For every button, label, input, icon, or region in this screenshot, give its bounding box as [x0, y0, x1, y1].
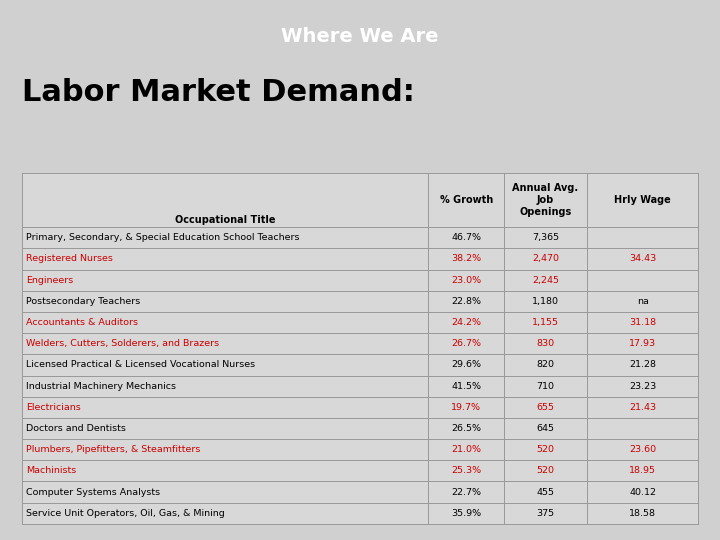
Text: 18.58: 18.58	[629, 509, 656, 518]
Text: 1,180: 1,180	[532, 297, 559, 306]
Text: 22.8%: 22.8%	[451, 297, 481, 306]
Text: 24.2%: 24.2%	[451, 318, 481, 327]
Text: Doctors and Dentists: Doctors and Dentists	[26, 424, 126, 433]
Text: 26.7%: 26.7%	[451, 339, 481, 348]
Text: 25.3%: 25.3%	[451, 467, 481, 475]
Text: 38.2%: 38.2%	[451, 254, 481, 264]
Text: 22.7%: 22.7%	[451, 488, 481, 496]
Text: Plumbers, Pipefitters, & Steamfitters: Plumbers, Pipefitters, & Steamfitters	[26, 445, 200, 454]
Text: Welders, Cutters, Solderers, and Brazers: Welders, Cutters, Solderers, and Brazers	[26, 339, 219, 348]
Text: 23.23: 23.23	[629, 382, 656, 390]
Text: 18.95: 18.95	[629, 467, 656, 475]
Text: 26.5%: 26.5%	[451, 424, 481, 433]
Text: 23.0%: 23.0%	[451, 275, 481, 285]
Text: 19.7%: 19.7%	[451, 403, 481, 412]
Text: 41.5%: 41.5%	[451, 382, 481, 390]
Text: 35.9%: 35.9%	[451, 509, 481, 518]
Text: 820: 820	[536, 360, 554, 369]
Text: Annual Avg.
Job
Openings: Annual Avg. Job Openings	[513, 183, 578, 218]
Text: 655: 655	[536, 403, 554, 412]
Text: 520: 520	[536, 445, 554, 454]
Text: Postsecondary Teachers: Postsecondary Teachers	[26, 297, 140, 306]
Text: Electricians: Electricians	[26, 403, 81, 412]
Text: 1,155: 1,155	[532, 318, 559, 327]
Text: 31.18: 31.18	[629, 318, 656, 327]
Text: Accountants & Auditors: Accountants & Auditors	[26, 318, 138, 327]
Text: Engineers: Engineers	[26, 275, 73, 285]
Text: 21.43: 21.43	[629, 403, 656, 412]
Text: 375: 375	[536, 509, 554, 518]
Text: 830: 830	[536, 339, 554, 348]
Text: Licensed Practical & Licensed Vocational Nurses: Licensed Practical & Licensed Vocational…	[26, 360, 255, 369]
Text: 29.6%: 29.6%	[451, 360, 481, 369]
Text: 645: 645	[536, 424, 554, 433]
Text: na: na	[636, 297, 649, 306]
Text: 23.60: 23.60	[629, 445, 656, 454]
Text: Where We Are: Where We Are	[282, 27, 438, 46]
Text: Service Unit Operators, Oil, Gas, & Mining: Service Unit Operators, Oil, Gas, & Mini…	[26, 509, 225, 518]
Text: % Growth: % Growth	[440, 195, 492, 205]
Text: Computer Systems Analysts: Computer Systems Analysts	[26, 488, 160, 496]
Text: 2,470: 2,470	[532, 254, 559, 264]
Text: Industrial Machinery Mechanics: Industrial Machinery Mechanics	[26, 382, 176, 390]
Text: Registered Nurses: Registered Nurses	[26, 254, 113, 264]
Text: 46.7%: 46.7%	[451, 233, 481, 242]
Text: 40.12: 40.12	[629, 488, 656, 496]
Text: 710: 710	[536, 382, 554, 390]
Text: 520: 520	[536, 467, 554, 475]
Text: Machinists: Machinists	[26, 467, 76, 475]
Text: Hrly Wage: Hrly Wage	[614, 195, 671, 205]
Text: 21.28: 21.28	[629, 360, 656, 369]
Text: 455: 455	[536, 488, 554, 496]
Text: 21.0%: 21.0%	[451, 445, 481, 454]
Text: 2,245: 2,245	[532, 275, 559, 285]
Text: 7,365: 7,365	[532, 233, 559, 242]
Text: Primary, Secondary, & Special Education School Teachers: Primary, Secondary, & Special Education …	[26, 233, 300, 242]
Text: 34.43: 34.43	[629, 254, 656, 264]
Text: 17.93: 17.93	[629, 339, 656, 348]
Text: Occupational Title: Occupational Title	[175, 214, 275, 225]
Text: Labor Market Demand:: Labor Market Demand:	[22, 78, 415, 107]
